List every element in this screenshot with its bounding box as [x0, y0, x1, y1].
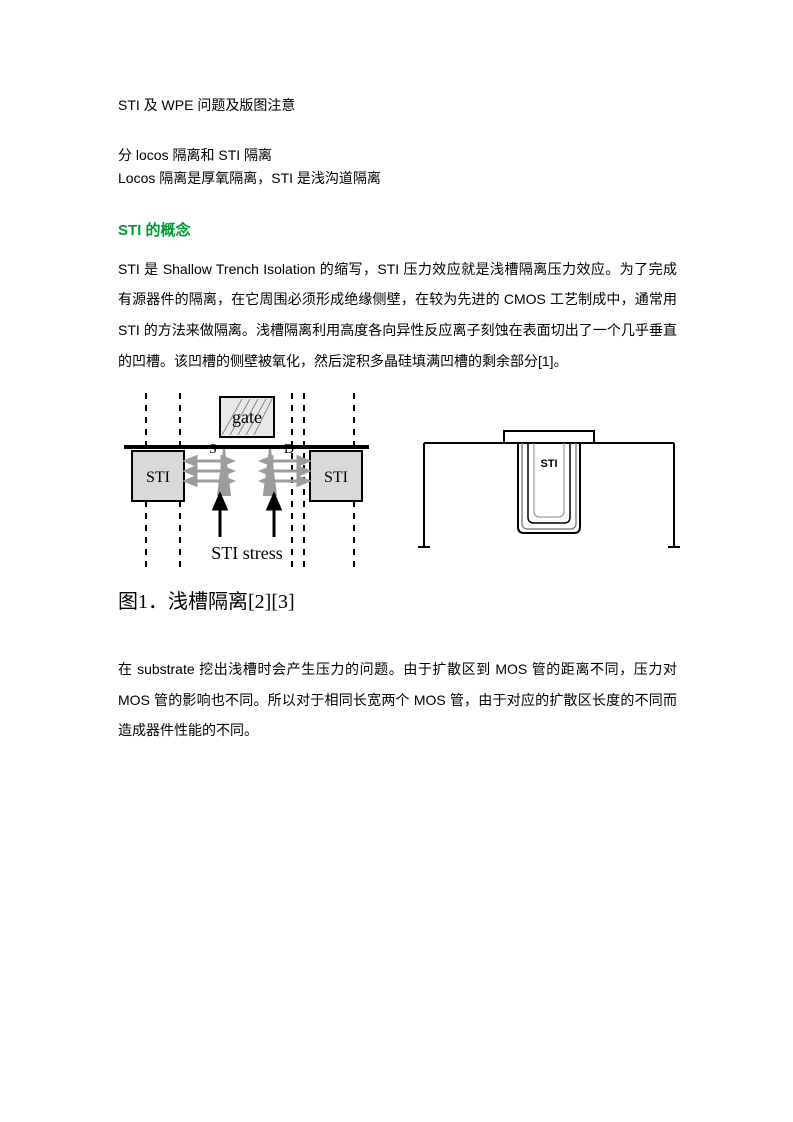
sti-cross-label: STI: [540, 458, 557, 470]
s-label: S: [209, 442, 217, 457]
d-label: D: [284, 442, 294, 457]
sti-left-label: STI: [146, 469, 170, 486]
gate-label: gate: [232, 407, 262, 427]
figure-1-caption: 图1．浅槽隔离[2][3]: [118, 585, 677, 614]
paragraph-2: 在 substrate 挖出浅槽时会产生压力的问题。由于扩散区到 MOS 管的距…: [118, 654, 677, 746]
page-title: STI 及 WPE 问题及版图注意: [118, 94, 677, 116]
section-heading: STI 的概念: [118, 219, 677, 240]
diagram-right: STI: [418, 431, 680, 547]
intro-line-1: 分 locos 隔离和 STI 隔离: [118, 144, 677, 167]
diagram-left: gate STI STI S D: [124, 393, 369, 571]
intro-block: 分 locos 隔离和 STI 隔离 Locos 隔离是厚氧隔离，STI 是浅沟…: [118, 144, 677, 190]
figure-1: gate STI STI S D: [124, 387, 677, 577]
intro-line-2: Locos 隔离是厚氧隔离，STI 是浅沟道隔离: [118, 167, 677, 190]
paragraph-1: STI 是 Shallow Trench Isolation 的缩写，STI 压…: [118, 254, 677, 377]
sti-right-label: STI: [324, 469, 348, 486]
sti-stress-label: STI stress: [211, 543, 283, 563]
